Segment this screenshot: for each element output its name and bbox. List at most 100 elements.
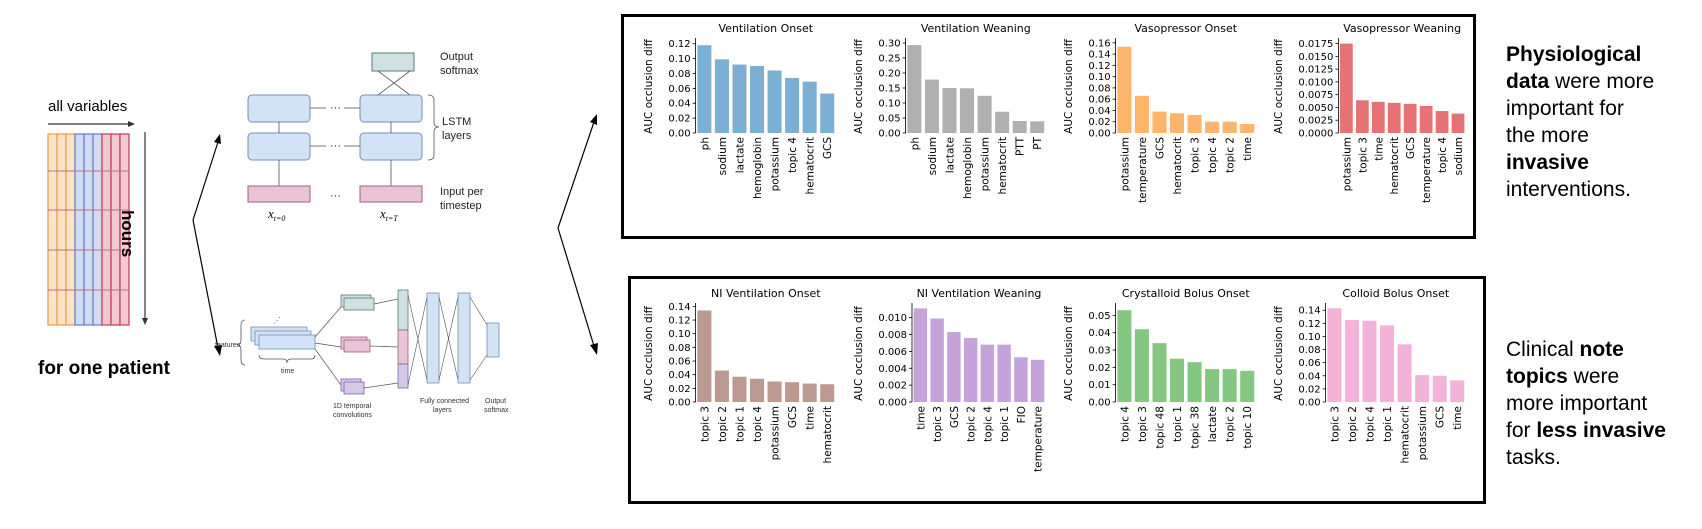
x-tick-label: PT [1032, 136, 1044, 149]
x-tick-label: potassium [770, 406, 782, 460]
y-tick-label: 0.02 [1298, 384, 1320, 395]
y-tick-label: 0.10 [668, 54, 690, 65]
bar-topic-1 [997, 344, 1011, 402]
physio-text-3: were more [1549, 70, 1655, 93]
bar-hematocrit [820, 384, 835, 402]
y-tick-label: 0.03 [1088, 346, 1110, 357]
conv-stack-3 [343, 381, 365, 395]
x-tick-label: topic 3 [1357, 137, 1369, 173]
y-tick-label: 0.20 [878, 69, 900, 80]
fc-layer-1 [426, 292, 440, 384]
lstm-layers-label: LSTM [442, 116, 471, 128]
x-tick-label: GCS [1154, 137, 1166, 159]
bar-topic-48 [1152, 343, 1167, 402]
bar-gcs [820, 93, 835, 133]
bar-sodium [1451, 113, 1465, 133]
y-axis-label: AUC occlusion diff [1273, 305, 1285, 400]
x-tick-label: lactate [734, 137, 746, 173]
chart-ni-ventilation-weaning: NI Ventilation Weaning AUC occlusion diff… [850, 285, 1050, 500]
bar-topic-3 [1355, 100, 1369, 133]
y-tick-label: 0.04 [1298, 371, 1320, 382]
y-tick-label: 0.00 [1088, 398, 1110, 409]
lstm-diagram: ··· ··· ··· xt=0 xt=T Output softmax LST… [247, 51, 484, 223]
lstm-dots-top: ··· [330, 102, 341, 114]
y-tick-label: 0.10 [1298, 332, 1320, 343]
grid-column-4 [74, 133, 85, 326]
bar-lactate [942, 88, 957, 133]
cnn-output-label-2: softmax [484, 407, 509, 414]
y-tick-label: 0.30 [878, 39, 900, 50]
y-tick-label: 0.14 [1298, 306, 1320, 317]
x-tick-label: hemoglobin [962, 137, 974, 199]
bar-potassium [767, 381, 782, 402]
x-tick-label: sodium [717, 137, 729, 175]
x-tick-label: topic 1 [1172, 406, 1184, 442]
x-tick-label: sodium [927, 137, 939, 175]
x-tick-label: topic 3 [699, 406, 711, 442]
x-tick-label: temperature [1137, 137, 1149, 203]
bar-topic-38 [1187, 362, 1202, 402]
x-tick-label: topic 48 [1154, 406, 1166, 449]
bar-hemoglobin [750, 66, 765, 133]
chart-colloid-bolus-onset: Colloid Bolus Onset AUC occlusion diff 0.0… [1270, 285, 1470, 500]
x-tick-label: GCS [1435, 406, 1447, 428]
bar-potassium [767, 70, 782, 133]
y-tick-label: 0.00 [1298, 398, 1320, 409]
x-tick-label: topic 3 [1137, 406, 1149, 442]
notes-text-5: more important [1506, 392, 1648, 415]
y-tick-label: 0.0175 [1298, 39, 1333, 50]
output-softmax-label: Output [440, 51, 473, 63]
bar-topic-2 [1222, 369, 1237, 402]
y-axis-label: AUC occlusion diff [1063, 38, 1075, 133]
grid-column-5 [83, 133, 94, 326]
x-tick-label: topic 1 [734, 406, 746, 442]
y-tick-label: 0.08 [668, 69, 690, 80]
x-tick-label: GCS [822, 137, 834, 159]
x-tick-label: topic 10 [1242, 406, 1254, 449]
x-tT-label: xt=T [379, 206, 398, 223]
bar-hemoglobin [960, 88, 975, 133]
y-tick-label: 0.06 [668, 84, 690, 95]
x-tick-label: PTT [1015, 136, 1027, 156]
y-axis-label: AUC occlusion diff [1273, 38, 1285, 133]
x-tick-label: topic 4 [1437, 137, 1449, 173]
x-tick-label: hemoglobin [752, 137, 764, 199]
x-tick-label: time [1242, 137, 1254, 161]
notes-text-1: Clinical [1506, 338, 1580, 361]
cnn-input-stack [258, 334, 316, 350]
cnn-dots: ⋰ [273, 316, 281, 325]
lstm-cell-bottom-right [359, 132, 423, 161]
bar-ptt [1012, 121, 1027, 133]
y-tick-label: 0.006 [878, 347, 907, 358]
y-tick-label: 0.004 [878, 364, 907, 375]
chart-title: NI Ventilation Onset [711, 287, 821, 300]
bar-topic-3 [697, 310, 712, 402]
bar-hematocrit [995, 111, 1010, 133]
y-tick-label: 0.00 [668, 129, 690, 140]
y-tick-label: 0.0025 [1298, 116, 1333, 127]
input-box-t0 [247, 185, 311, 203]
x-tick-label: time [915, 406, 927, 430]
chart-title: Vasopressor Onset [1135, 22, 1238, 35]
y-tick-label: 0.12 [668, 39, 690, 50]
chart-title: NI Ventilation Weaning [917, 287, 1042, 300]
y-tick-label: 0.25 [878, 54, 900, 65]
notes-bold-3: topics [1506, 365, 1568, 388]
fc-layer-2 [457, 292, 471, 384]
conv-label: 1D temporal [333, 403, 372, 410]
chart-title: Ventilation Onset [719, 22, 814, 35]
y-tick-label: 0.01 [1088, 380, 1110, 391]
notes-bold-2: note [1579, 338, 1624, 361]
bar-topic-10 [1240, 370, 1255, 402]
x-tick-label: potassium [1341, 137, 1353, 191]
x-tick-label: topic 2 [717, 406, 729, 442]
fc-label-2: layers [433, 407, 452, 414]
for-one-patient-label: for one patient [38, 358, 170, 379]
notes-bold-7: less invasive [1536, 419, 1666, 442]
charts-box-bottom [628, 276, 1486, 504]
x-tick-label: topic 2 [1225, 406, 1237, 442]
x-tick-label: topic 4 [752, 406, 764, 442]
bar-topic-1 [732, 376, 747, 402]
features-label: features [215, 342, 241, 349]
x-tick-label: topic 4 [982, 406, 994, 442]
